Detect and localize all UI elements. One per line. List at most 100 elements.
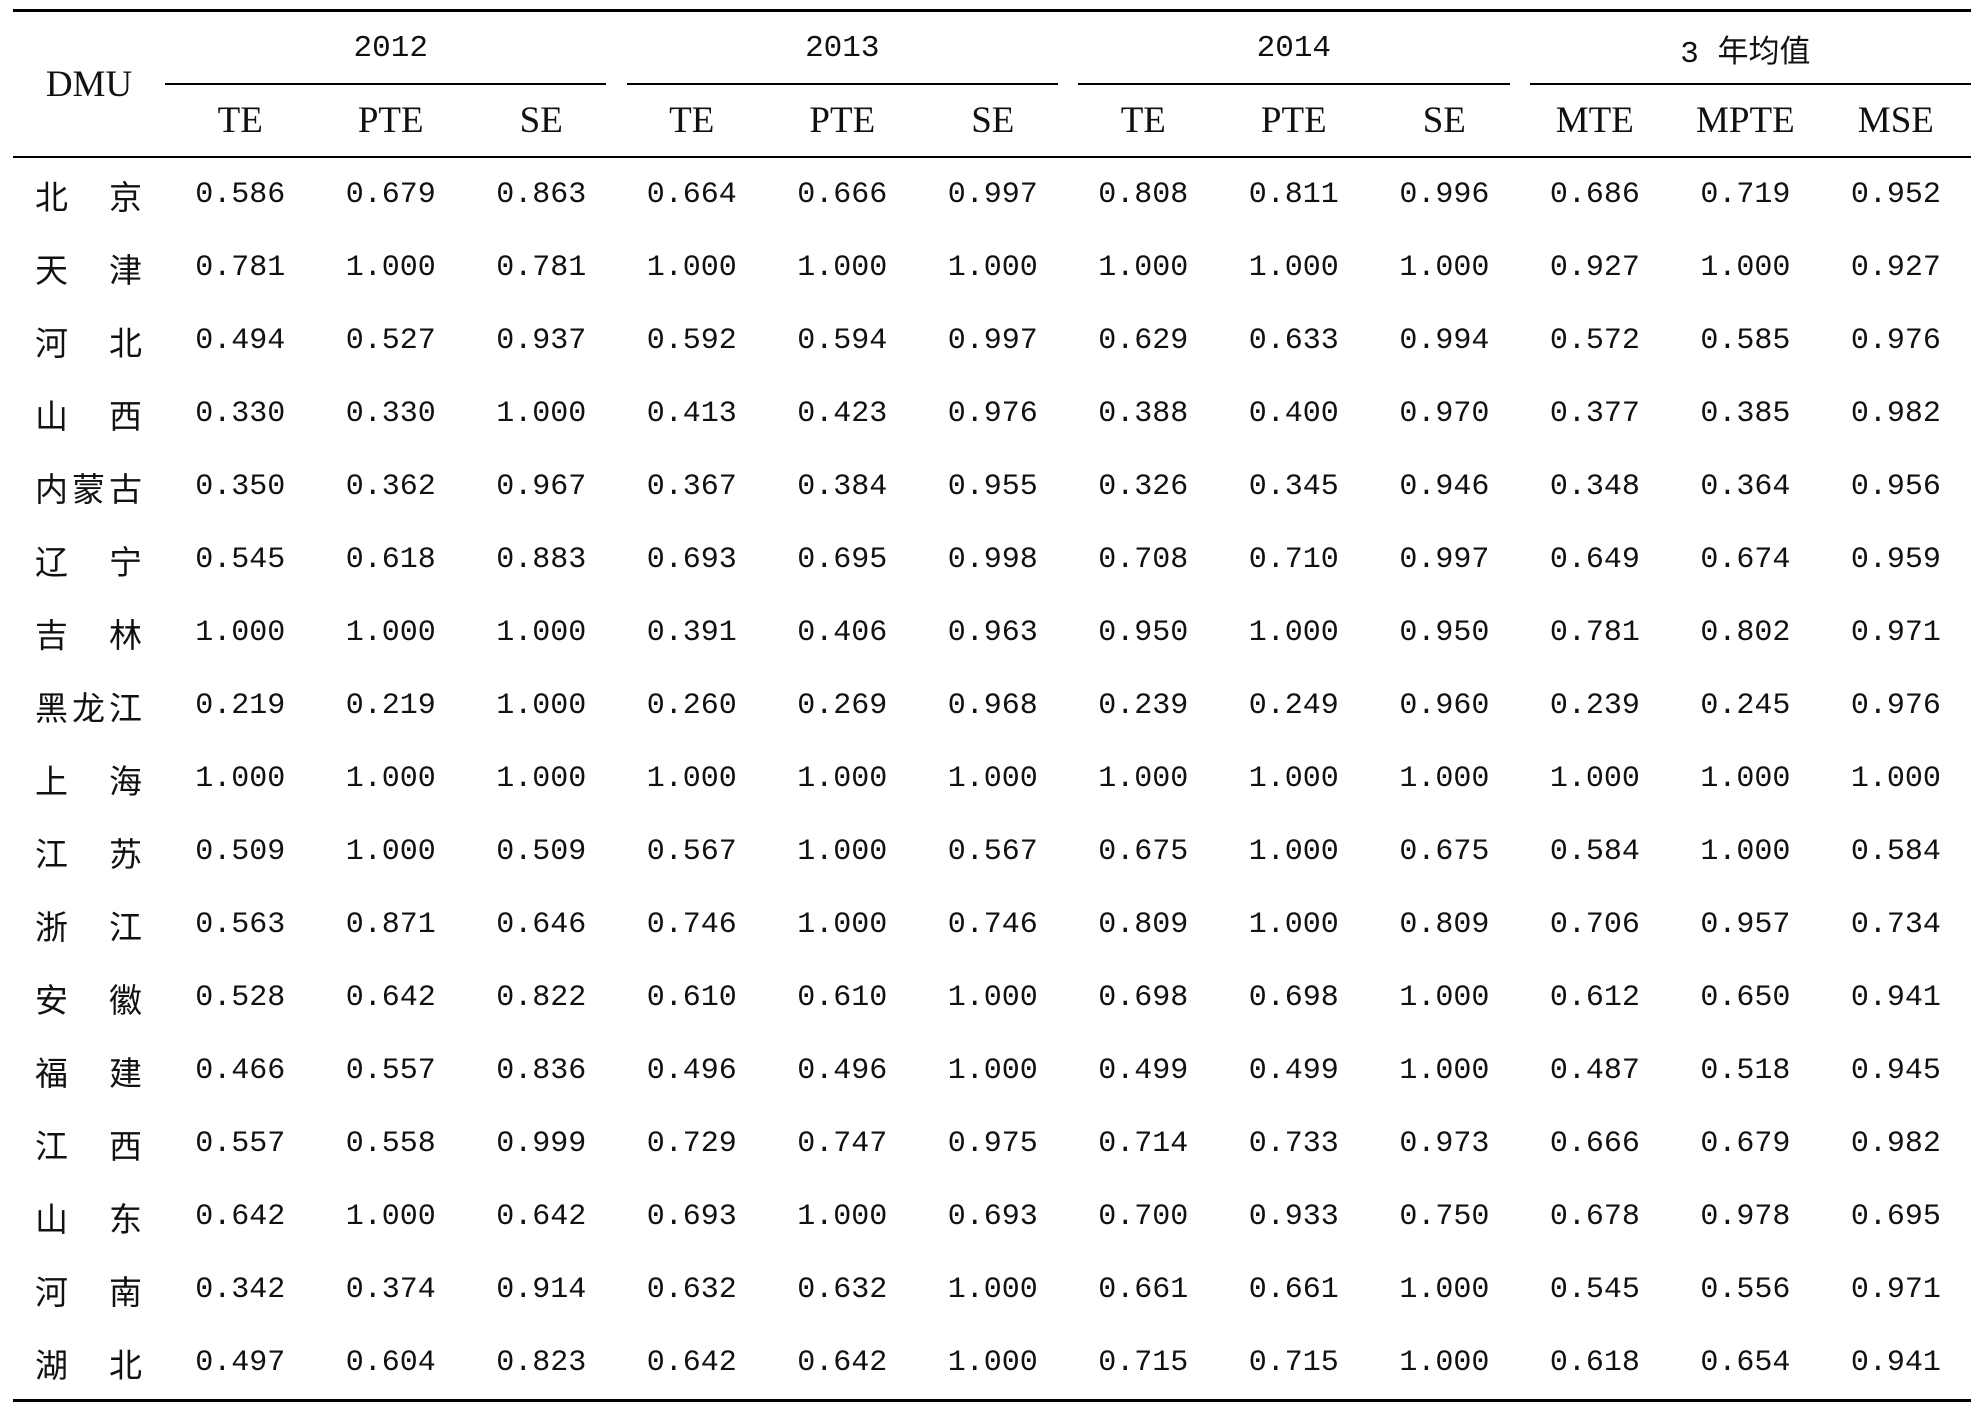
table-row: 辽宁 0.545 0.618 0.883 0.693 0.695 0.998 0.708 0.7… xyxy=(13,523,1971,596)
dmu-cell: 福建 xyxy=(13,1034,165,1107)
value-cell: 1.000 xyxy=(947,980,1038,1015)
value-cell: 0.971 xyxy=(1850,615,1941,650)
value-cell: 0.642 xyxy=(195,1199,286,1234)
value-cell: 0.950 xyxy=(1399,615,1490,650)
dmu-cell: 北京 xyxy=(13,158,165,231)
value-cell: 0.733 xyxy=(1248,1126,1339,1161)
column-header: TE xyxy=(165,85,316,158)
value-cell: 0.978 xyxy=(1700,1199,1791,1234)
table-row: 河南 0.342 0.374 0.914 0.632 0.632 1.000 0.661 0.6… xyxy=(13,1253,1971,1326)
value-cell: 0.642 xyxy=(646,1345,737,1380)
value-cell: 0.695 xyxy=(797,542,888,577)
value-cell: 0.585 xyxy=(1700,323,1791,358)
table-row: 江苏 0.509 1.000 0.509 0.567 1.000 0.567 0.675 1.0… xyxy=(13,815,1971,888)
value-cell: 1.000 xyxy=(1098,250,1189,285)
table-row: 浙江 0.563 0.871 0.646 0.746 1.000 0.746 0.809 1.0… xyxy=(13,888,1971,961)
value-cell: 0.362 xyxy=(345,469,436,504)
value-cell: 0.982 xyxy=(1850,396,1941,431)
column-header: MTE xyxy=(1519,85,1671,158)
value-cell: 1.000 xyxy=(947,1272,1038,1307)
value-cell: 1.000 xyxy=(797,1199,888,1234)
value-cell: 0.674 xyxy=(1700,542,1791,577)
value-cell: 0.933 xyxy=(1248,1199,1339,1234)
value-cell: 0.997 xyxy=(947,177,1038,212)
value-cell: 0.592 xyxy=(646,323,737,358)
dmu-name: 安徽 xyxy=(35,980,142,1020)
value-cell: 0.747 xyxy=(797,1126,888,1161)
value-cell: 0.269 xyxy=(797,688,888,723)
value-cell: 0.715 xyxy=(1248,1345,1339,1380)
value-cell: 0.629 xyxy=(1098,323,1189,358)
value-cell: 0.567 xyxy=(646,834,737,869)
value-cell: 1.000 xyxy=(496,396,587,431)
dmu-cell: 河北 xyxy=(13,304,165,377)
value-cell: 0.811 xyxy=(1248,177,1339,212)
value-cell: 1.000 xyxy=(1850,761,1941,796)
value-cell: 1.000 xyxy=(947,250,1038,285)
value-cell: 1.000 xyxy=(1399,1053,1490,1088)
value-cell: 0.679 xyxy=(345,177,436,212)
value-cell: 0.219 xyxy=(195,688,286,723)
value-cell: 0.973 xyxy=(1399,1126,1490,1161)
dmu-name: 吉林 xyxy=(35,615,142,655)
value-cell: 0.377 xyxy=(1549,396,1640,431)
value-cell: 0.330 xyxy=(195,396,286,431)
value-cell: 0.563 xyxy=(195,907,286,942)
value-cell: 0.822 xyxy=(496,980,587,1015)
value-cell: 0.385 xyxy=(1700,396,1791,431)
table-row: 湖北 0.497 0.604 0.823 0.642 0.642 1.000 0.715 0.7… xyxy=(13,1326,1971,1399)
value-cell: 0.572 xyxy=(1549,323,1640,358)
dmu-name: 福建 xyxy=(35,1053,142,1093)
column-header: SE xyxy=(1369,85,1520,158)
value-cell: 1.000 xyxy=(496,688,587,723)
value-cell: 0.823 xyxy=(496,1345,587,1380)
column-header: SE xyxy=(466,85,617,158)
value-cell: 0.956 xyxy=(1850,469,1941,504)
value-cell: 0.994 xyxy=(1399,323,1490,358)
value-cell: 0.384 xyxy=(797,469,888,504)
dmu-cell: 上海 xyxy=(13,742,165,815)
value-cell: 0.678 xyxy=(1549,1199,1640,1234)
dmu-cell: 山东 xyxy=(13,1180,165,1253)
value-cell: 0.618 xyxy=(1549,1345,1640,1380)
value-cell: 1.000 xyxy=(947,761,1038,796)
value-cell: 0.950 xyxy=(1098,615,1189,650)
value-cell: 0.496 xyxy=(797,1053,888,1088)
value-cell: 0.594 xyxy=(797,323,888,358)
value-cell: 0.945 xyxy=(1850,1053,1941,1088)
value-cell: 0.586 xyxy=(195,177,286,212)
dmu-name: 上海 xyxy=(35,761,142,801)
table-row: 福建 0.466 0.557 0.836 0.496 0.496 1.000 0.499 0.4… xyxy=(13,1034,1971,1107)
dmu-name: 山西 xyxy=(35,396,142,436)
value-cell: 0.967 xyxy=(496,469,587,504)
value-cell: 1.000 xyxy=(797,761,888,796)
value-cell: 0.400 xyxy=(1248,396,1339,431)
value-cell: 0.693 xyxy=(947,1199,1038,1234)
column-header: SE xyxy=(917,85,1069,158)
value-cell: 0.975 xyxy=(947,1126,1038,1161)
table-row: 上海 1.000 1.000 1.000 1.000 1.000 1.000 1.000 1.0… xyxy=(13,742,1971,815)
value-cell: 0.664 xyxy=(646,177,737,212)
column-header: PTE xyxy=(767,85,918,158)
value-cell: 0.976 xyxy=(947,396,1038,431)
value-cell: 0.937 xyxy=(496,323,587,358)
value-cell: 0.960 xyxy=(1399,688,1490,723)
dmu-column-header: DMU xyxy=(13,12,165,158)
dmu-name: 浙江 xyxy=(35,907,142,947)
value-cell: 1.000 xyxy=(797,250,888,285)
dmu-name: 内蒙古 xyxy=(35,469,142,509)
value-cell: 1.000 xyxy=(496,615,587,650)
dmu-name: 河南 xyxy=(35,1272,142,1312)
value-cell: 0.883 xyxy=(496,542,587,577)
column-header: MSE xyxy=(1820,85,1972,158)
value-cell: 0.836 xyxy=(496,1053,587,1088)
value-cell: 0.326 xyxy=(1098,469,1189,504)
value-cell: 0.927 xyxy=(1850,250,1941,285)
efficiency-table: DMU 2012 2013 2014 3 年均值 TE PTE SE TE PT… xyxy=(13,9,1972,1402)
value-cell: 0.666 xyxy=(1549,1126,1640,1161)
value-cell: 0.750 xyxy=(1399,1199,1490,1234)
value-cell: 0.245 xyxy=(1700,688,1791,723)
value-cell: 1.000 xyxy=(345,615,436,650)
dmu-cell: 天津 xyxy=(13,231,165,304)
value-cell: 0.604 xyxy=(345,1345,436,1380)
